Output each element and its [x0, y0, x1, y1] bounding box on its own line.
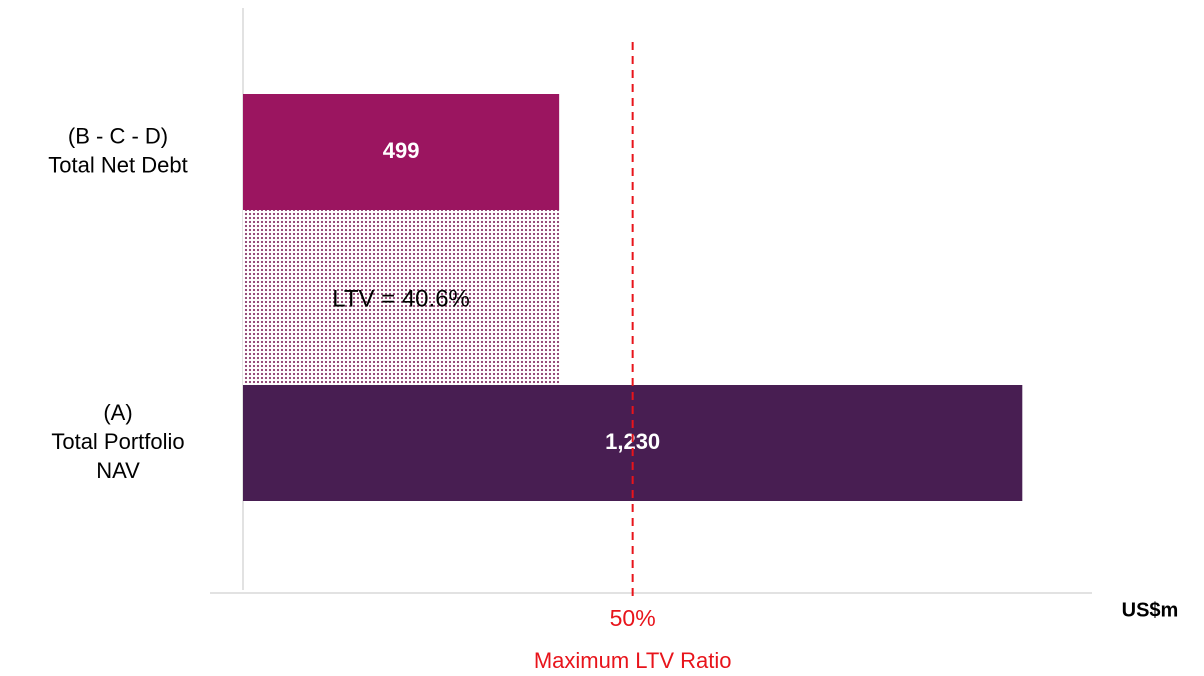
- reference-label: 50%: [610, 605, 656, 631]
- ltv-annotation: LTV = 40.6%: [332, 285, 470, 312]
- y-tick-label: (A) Total Portfolio NAV: [51, 400, 184, 483]
- y-tick-label: (B - C - D) Total Net Debt: [48, 123, 187, 177]
- x-axis-label: US$m: [1122, 599, 1179, 621]
- ltv-band: [243, 210, 560, 385]
- reference-caption: Maximum LTV Ratio: [534, 648, 732, 673]
- data-label: 499: [383, 138, 420, 163]
- bar: [243, 94, 560, 210]
